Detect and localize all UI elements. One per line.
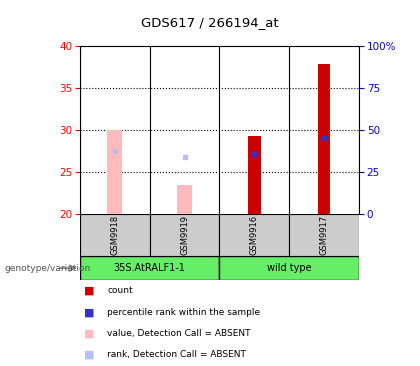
Bar (80, 214, 150, 256)
Bar (177, 185, 192, 214)
Text: count: count (107, 287, 133, 295)
Text: percentile rank within the sample: percentile rank within the sample (107, 308, 260, 317)
Text: wild type: wild type (267, 263, 312, 273)
Text: value, Detection Call = ABSENT: value, Detection Call = ABSENT (107, 329, 251, 338)
Bar (289, 214, 359, 256)
Text: GSM9916: GSM9916 (250, 215, 259, 255)
Text: ■: ■ (84, 286, 94, 296)
Text: GSM9918: GSM9918 (110, 215, 119, 255)
Text: ■: ■ (84, 328, 94, 339)
Text: GSM9917: GSM9917 (320, 215, 329, 255)
Text: genotype/variation: genotype/variation (4, 264, 90, 273)
Text: 35S.AtRALF1-1: 35S.AtRALF1-1 (114, 263, 186, 273)
Text: ■: ■ (84, 350, 94, 360)
Bar (107, 130, 122, 214)
Text: ■: ■ (84, 307, 94, 317)
Text: rank, Detection Call = ABSENT: rank, Detection Call = ABSENT (107, 350, 246, 359)
Bar (318, 64, 331, 214)
Bar (248, 136, 261, 214)
Bar (150, 214, 220, 256)
Bar (80, 256, 220, 280)
Text: GSM9919: GSM9919 (180, 215, 189, 255)
Bar (220, 256, 359, 280)
Bar (220, 214, 289, 256)
Text: GDS617 / 266194_at: GDS617 / 266194_at (141, 16, 279, 30)
